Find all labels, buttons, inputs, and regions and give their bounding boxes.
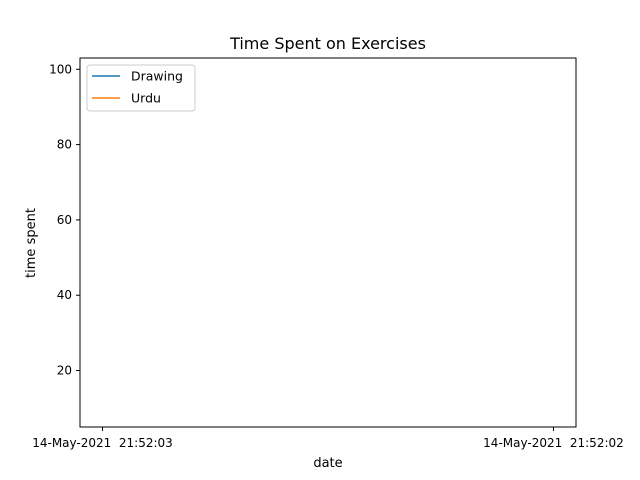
y-tick-label: 80 — [57, 138, 72, 152]
x-tick-label: 14-May-2021 21:52:02 — [483, 436, 624, 450]
y-tick-label: 20 — [57, 364, 72, 378]
y-axis-label: time spent — [24, 208, 39, 278]
legend-label: Urdu — [131, 91, 161, 106]
legend: Drawing Urdu — [86, 64, 196, 112]
y-axis-ticks: 20 40 60 80 100 — [49, 62, 80, 378]
x-axis-label: date — [313, 456, 342, 471]
x-axis-ticks: 14-May-2021 21:52:03 14-May-2021 21:52:02 — [32, 427, 624, 450]
x-tick-label: 14-May-2021 21:52:03 — [32, 436, 173, 450]
plot-area — [79, 57, 577, 428]
y-tick-label: 100 — [49, 62, 72, 76]
legend-label: Drawing — [131, 69, 183, 84]
y-tick-label: 60 — [57, 213, 72, 227]
y-tick-label: 40 — [57, 288, 72, 302]
chart-title: Time Spent on Exercises — [229, 34, 426, 53]
